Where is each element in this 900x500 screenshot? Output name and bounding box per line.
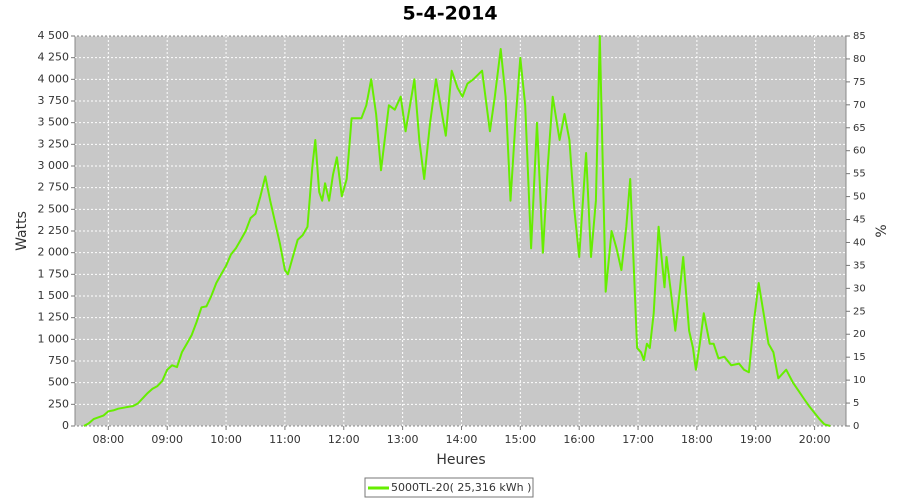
y2-tick-label: 85 [853, 31, 866, 42]
x-tick-label: 20:00 [799, 433, 831, 446]
x-tick-label: 15:00 [504, 433, 536, 446]
legend [364, 477, 534, 498]
x-tick-label: 19:00 [740, 433, 772, 446]
y-tick-label: 1 750 [38, 267, 70, 280]
y2-axis-title: % [874, 224, 890, 237]
legend-label: 5000TL-20( 25,316 kWh ) [391, 481, 531, 494]
x-tick-label: 13:00 [387, 433, 419, 446]
y-tick-label: 0 [62, 419, 69, 432]
x-tick-label: 16:00 [563, 433, 595, 446]
y-tick-label: 250 [48, 397, 69, 410]
x-tick-label: 08:00 [92, 433, 124, 446]
y2-tick-label: 0 [853, 421, 859, 432]
x-tick-label: 14:00 [446, 433, 478, 446]
y2-tick-label: 30 [853, 283, 866, 294]
y-tick-label: 2 750 [38, 181, 70, 194]
y-tick-label: 3 750 [38, 94, 70, 107]
y2-tick-label: 60 [853, 146, 866, 157]
line-series [83, 35, 831, 427]
y2-tick-label: 5 [853, 398, 859, 409]
y2-tick-label: 10 [853, 375, 866, 386]
y2-tick-label: 80 [853, 54, 866, 65]
y2-tick-label: 35 [853, 260, 866, 271]
x-tick-label: 12:00 [328, 433, 360, 446]
y2-tick-label: 70 [853, 100, 866, 111]
x-tick-label: 09:00 [151, 433, 183, 446]
x-tick-label: 18:00 [681, 433, 713, 446]
x-tick-label: 17:00 [622, 433, 654, 446]
y2-tick-label: 65 [853, 123, 866, 134]
y2-tick-label: 40 [853, 237, 866, 248]
y2-tick-label: 20 [853, 329, 866, 340]
y-tick-label: 3 250 [38, 137, 70, 150]
y2-tick-label: 50 [853, 192, 866, 203]
y-tick-label: 4 250 [38, 51, 70, 64]
y-tick-label: 2 000 [38, 246, 70, 259]
y2-tick-label: 15 [853, 352, 866, 363]
x-tick-label: 11:00 [269, 433, 301, 446]
y-tick-label: 3 500 [38, 116, 70, 129]
y-tick-label: 1 500 [38, 289, 70, 302]
y2-tick-label: 55 [853, 169, 866, 180]
y-tick-label: 1 250 [38, 311, 70, 324]
y-axis-title: Watts [14, 211, 30, 251]
chart-title: 5-4-2014 [402, 3, 497, 25]
y-tick-label: 500 [48, 376, 69, 389]
y-tick-label: 2 250 [38, 224, 70, 237]
y-tick-label: 4 000 [38, 72, 70, 85]
x-axis-title: Heures [436, 452, 485, 468]
y-tick-label: 4 500 [38, 29, 70, 42]
y2-tick-label: 75 [853, 77, 866, 88]
y-tick-label: 3 000 [38, 159, 70, 172]
y-tick-label: 2 500 [38, 202, 70, 215]
y2-tick-label: 25 [853, 306, 866, 317]
x-tick-label: 10:00 [210, 433, 242, 446]
y2-tick-label: 45 [853, 215, 866, 226]
y-tick-label: 1 000 [38, 332, 70, 345]
y-tick-label: 750 [48, 354, 69, 367]
